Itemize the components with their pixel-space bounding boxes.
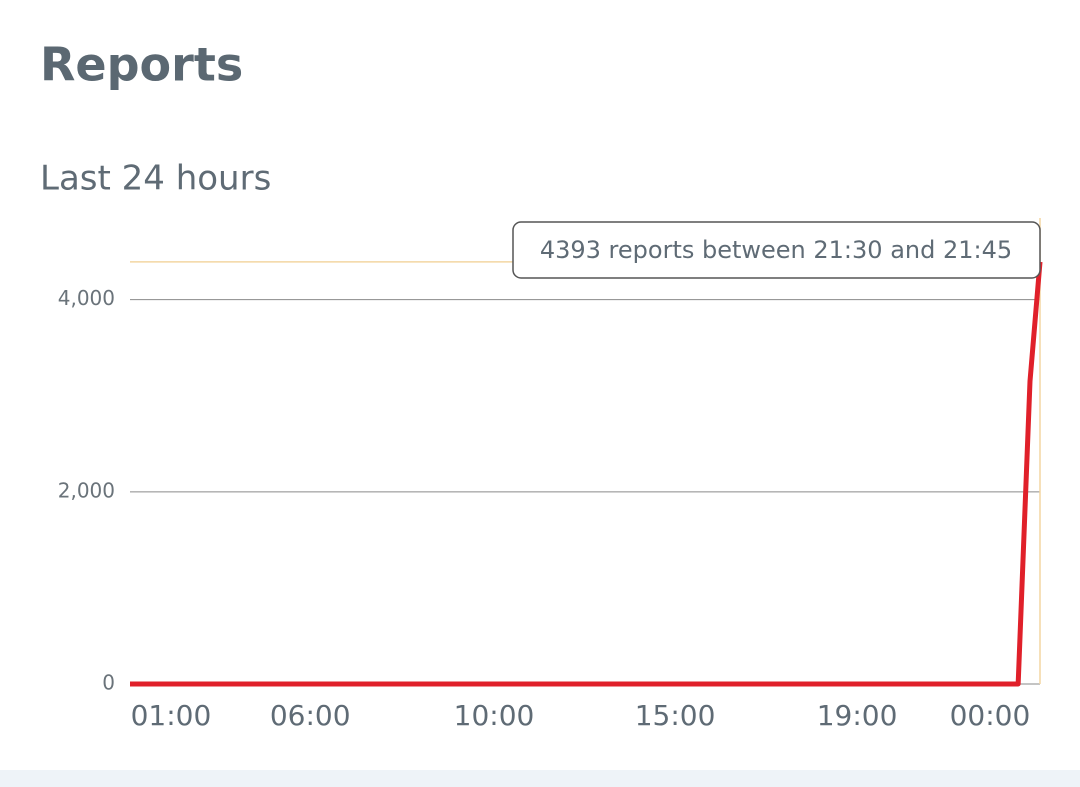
tooltip-text: 4393 reports between 21:30 and 21:45 xyxy=(540,236,1012,264)
x-tick-label: 19:00 xyxy=(817,699,898,732)
y-tick-label: 2,000 xyxy=(58,478,115,502)
x-tick-label: 10:00 xyxy=(454,699,535,732)
x-tick-label: 06:00 xyxy=(270,699,351,732)
x-tick-label: 01:00 xyxy=(131,699,212,732)
data-line xyxy=(130,261,1043,687)
x-tick-label: 00:00 xyxy=(950,699,1031,732)
page-title: Reports xyxy=(40,38,243,92)
footer-band xyxy=(0,770,1080,787)
y-tick-label: 4,000 xyxy=(58,286,115,310)
x-tick-label: 15:00 xyxy=(635,699,716,732)
y-tick-label: 0 xyxy=(102,671,115,695)
tooltip-box xyxy=(512,221,1041,279)
chart-title: Last 24 hours xyxy=(40,159,271,199)
chart: 0 2,000 4,000 01:00 06:00 10:00 15:00 19:00 00:0… xyxy=(58,218,1043,732)
